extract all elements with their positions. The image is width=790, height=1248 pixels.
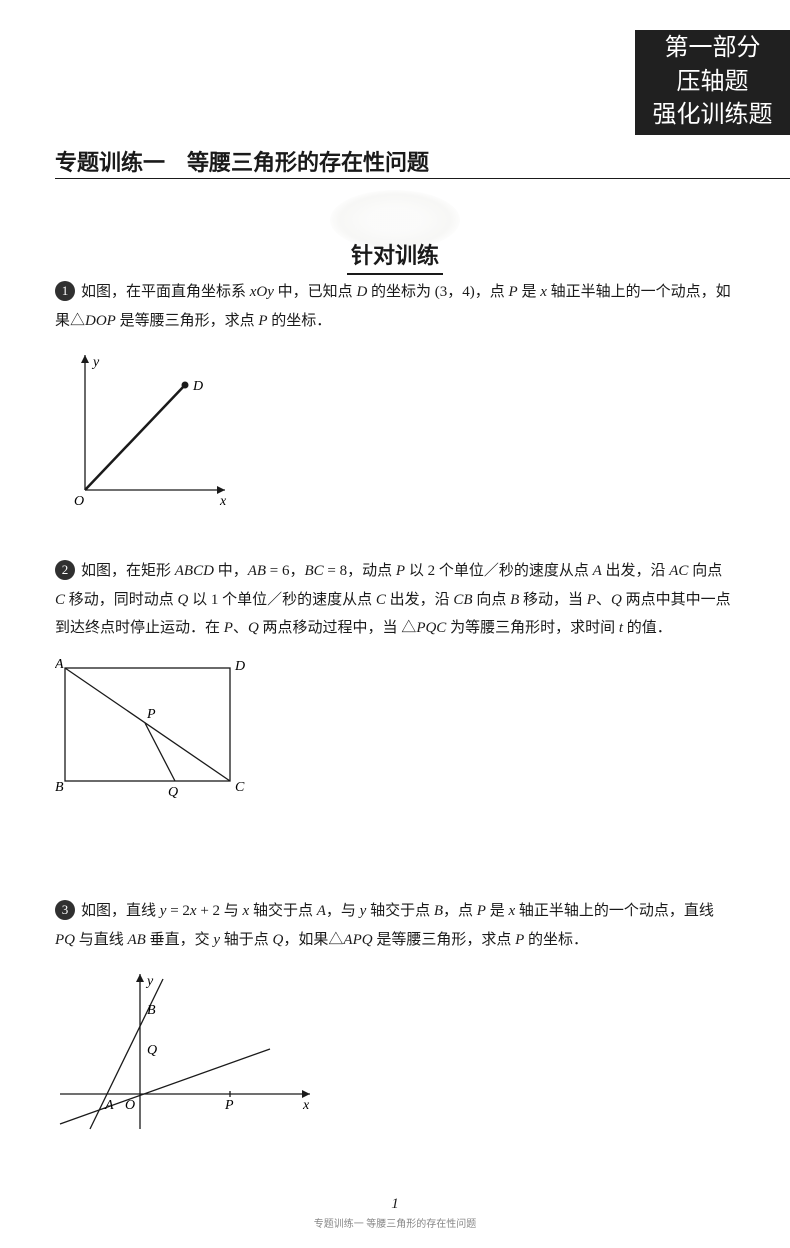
problem-number-1: 1 [55,281,75,301]
problem-2-text: 如图，在矩形 ABCD 中，AB = 6，BC = 8，动点 P 以 2 个单位… [55,563,731,636]
topic-title: 专题训练一 等腰三角形的存在性问题 [55,145,429,177]
svg-text:Q: Q [168,785,178,800]
figure-1-svg: D O x y [55,350,230,510]
header-line-3: 强化训练题 [653,99,773,133]
figure-3-svg: A B Q P O x y [55,969,315,1139]
svg-text:D: D [234,659,245,674]
section-title-wrapper: 针对训练 [0,238,790,275]
title-underline [55,178,790,179]
svg-text:C: C [235,780,245,795]
svg-text:B: B [147,1003,156,1018]
svg-text:P: P [224,1098,234,1113]
svg-text:x: x [219,494,227,509]
problem-2-figure: A B C D P Q [55,658,735,814]
page-number: 1 [0,1196,790,1213]
problem-1: 1如图，在平面直角坐标系 xOy 中，已知点 D 的坐标为 (3，4)，点 P … [55,278,735,521]
problem-1-text: 如图，在平面直角坐标系 xOy 中，已知点 D 的坐标为 (3，4)，点 P 是… [55,284,731,329]
svg-text:O: O [74,494,84,509]
svg-text:y: y [91,355,100,370]
header-label-box: 第一部分 压轴题 强化训练题 [635,30,790,135]
problem-1-figure: D O x y [55,350,735,521]
svg-text:y: y [145,974,154,989]
header-line-2: 压轴题 [677,66,749,100]
problem-number-2: 2 [55,560,75,580]
problem-3-figure: A B Q P O x y [55,969,735,1150]
section-title: 针对训练 [347,238,443,275]
problem-2: 2如图，在矩形 ABCD 中，AB = 6，BC = 8，动点 P 以 2 个单… [55,557,735,813]
svg-text:Q: Q [147,1043,157,1058]
svg-text:A: A [104,1098,114,1113]
footer-text: 专题训练一 等腰三角形的存在性问题 [0,1215,790,1230]
svg-text:x: x [302,1098,310,1113]
figure-2-svg: A B C D P Q [55,658,250,803]
header-line-1: 第一部分 [665,32,761,66]
problem-3-text: 如图，直线 y = 2x + 2 与 x 轴交于点 A，与 y 轴交于点 B，点… [55,903,714,948]
problem-number-3: 3 [55,900,75,920]
svg-text:D: D [192,379,203,394]
svg-text:B: B [55,780,64,795]
svg-text:P: P [146,707,156,722]
svg-text:O: O [125,1098,135,1113]
problem-3: 3如图，直线 y = 2x + 2 与 x 轴交于点 A，与 y 轴交于点 B，… [55,897,735,1150]
svg-text:A: A [55,658,64,672]
